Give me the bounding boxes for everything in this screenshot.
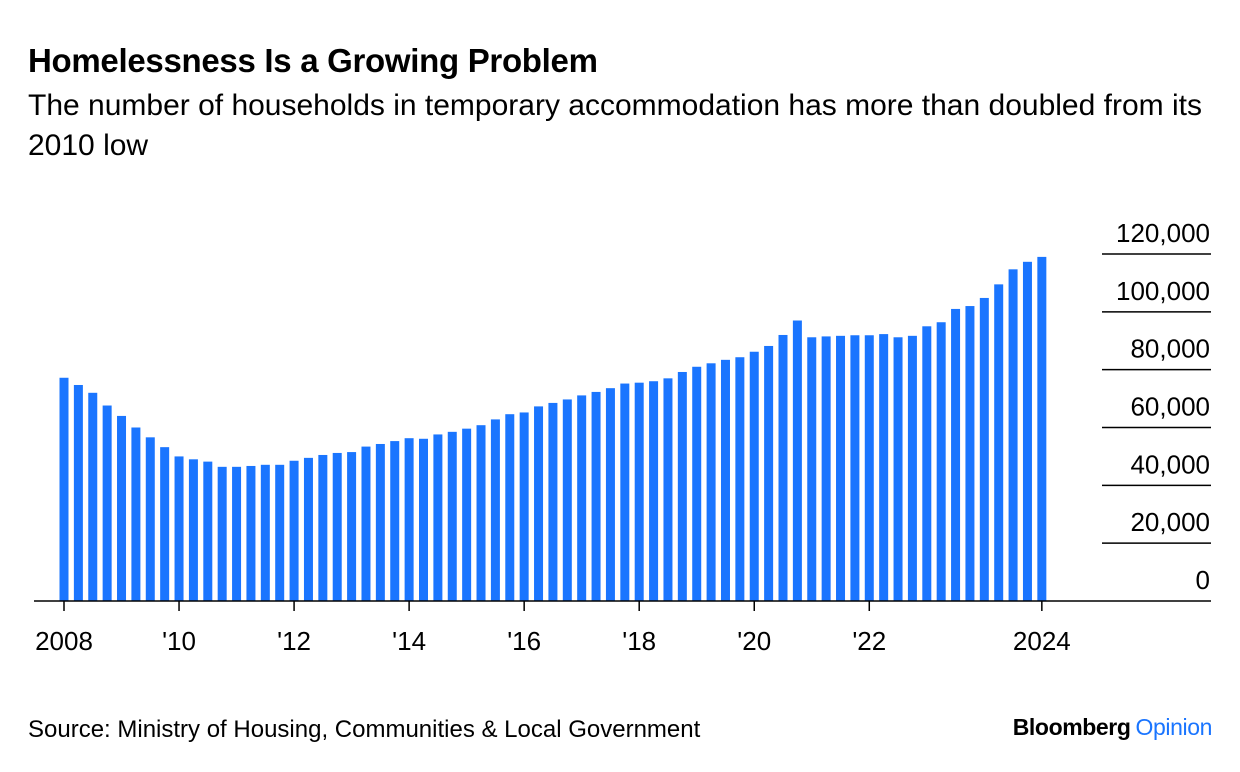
bar: 2022 Q3: 91200 [893, 337, 903, 601]
brand-section: Opinion [1135, 714, 1213, 740]
bar: 2019 Q2: 82200 [706, 363, 716, 601]
bar: 2022 Q2: 92300 [879, 334, 889, 601]
bar: 2010 Q1: 50000 [174, 456, 184, 601]
bar-chart: 2008 Q1: 77200 2008 Q2: 74700 2008 Q3: 720… [34, 218, 1211, 656]
bar: 2012 Q1: 48500 [289, 460, 299, 601]
bar: 2018 Q2: 76000 [649, 381, 659, 601]
bar: 2018 Q1: 75500 [634, 382, 644, 601]
y-tick-label: 80,000 [1130, 334, 1210, 364]
x-tick-label: 2008 [35, 626, 93, 656]
x-tick-label: '16 [507, 626, 541, 656]
bar: 2012 Q3: 50500 [318, 454, 328, 601]
bar: 2022 Q1: 91900 [864, 335, 874, 601]
bar: 2023 Q3: 101000 [951, 308, 961, 601]
source-note: Source: Ministry of Housing, Communities… [28, 716, 701, 743]
bar: 2024 Q1: 104800 [979, 297, 989, 601]
bar: 2019 Q3: 83400 [720, 359, 730, 601]
bar: 2014 Q1: 56300 [404, 438, 414, 601]
bar: 2018 Q4: 79200 [677, 371, 687, 601]
bar: 2014 Q3: 57600 [433, 434, 443, 601]
bar: 2024 Q4: 117300 [1022, 261, 1032, 601]
bar: 2010 Q3: 48200 [203, 461, 213, 601]
x-tick-label: '12 [277, 626, 311, 656]
gridlines [1102, 253, 1211, 544]
bar: 2011 Q4: 47100 [275, 464, 285, 601]
x-tick-label: '10 [162, 626, 196, 656]
bar: 2015 Q4: 64600 [505, 414, 515, 601]
bar: 2024 Q3: 114700 [1008, 269, 1018, 601]
bar: 2016 Q4: 69700 [562, 399, 572, 601]
y-tick-label: 60,000 [1130, 392, 1210, 422]
x-tick-label: '14 [392, 626, 426, 656]
bar: 2010 Q4: 46400 [217, 466, 227, 601]
bar: 2015 Q2: 60800 [476, 425, 486, 601]
bar-series: 2008 Q1: 77200 2008 Q2: 74700 2008 Q3: 720… [59, 256, 1047, 601]
bar: 2019 Q4: 84300 [735, 357, 745, 601]
bar: 2012 Q4: 51200 [332, 452, 342, 601]
bar: 2008 Q4: 67600 [102, 405, 112, 601]
bar: 2009 Q3: 56600 [145, 437, 155, 601]
bar: 2017 Q2: 72300 [591, 391, 601, 601]
bar: 2016 Q3: 68500 [548, 402, 558, 601]
bar: 2018 Q3: 77000 [663, 378, 673, 601]
bar: 2023 Q1: 95000 [922, 326, 932, 601]
bar: 2010 Q2: 49000 [188, 459, 198, 601]
bar: 2021 Q3: 91700 [836, 335, 846, 601]
bar: 2009 Q2: 60000 [131, 427, 141, 601]
bar: 2014 Q4: 58500 [447, 431, 457, 601]
bar: 2025 Q1: 119000 [1037, 256, 1047, 601]
brand-name: Bloomberg [1012, 714, 1131, 740]
bar: 2023 Q4: 102000 [965, 306, 975, 601]
bloomberg-opinion-logo: Bloomberg Opinion [1012, 714, 1213, 741]
bar: 2015 Q1: 59600 [462, 428, 472, 601]
y-tick-label: 120,000 [1116, 218, 1210, 248]
bar: 2016 Q2: 67300 [534, 406, 544, 601]
bar: 2013 Q2: 53400 [361, 446, 371, 601]
bar: 2013 Q1: 51500 [347, 452, 357, 601]
x-tick-label: '18 [622, 626, 656, 656]
bar: 2017 Q4: 75200 [620, 383, 630, 601]
bar: 2015 Q3: 62800 [490, 419, 500, 601]
bar: 2020 Q3: 92000 [778, 334, 788, 601]
bar: 2019 Q1: 81000 [692, 366, 702, 601]
bar: 2009 Q1: 64000 [117, 415, 127, 601]
chart-title: Homelessness Is a Growing Problem [28, 42, 598, 79]
bar: 2016 Q1: 65200 [519, 412, 529, 601]
y-tick-label: 100,000 [1116, 276, 1210, 306]
y-axis-labels: 0 20,000 40,000 60,000 80,000 100,000 120,000 [1116, 218, 1210, 595]
bar: 2021 Q2: 91500 [821, 336, 831, 601]
bar: 2020 Q1: 86200 [749, 351, 759, 601]
bar: 2011 Q2: 46700 [246, 465, 256, 601]
bar: 2011 Q3: 47100 [260, 464, 270, 601]
bar: 2008 Q2: 74700 [73, 384, 83, 601]
x-tick-label: '20 [737, 626, 771, 656]
bar: 2024 Q2: 109500 [994, 284, 1004, 601]
bar: 2023 Q2: 96400 [936, 322, 946, 601]
bar: 2011 Q1: 46400 [232, 466, 242, 601]
bar: 2020 Q4: 97000 [792, 320, 802, 601]
x-tick-label: '22 [852, 626, 886, 656]
y-tick-label: 0 [1196, 565, 1210, 595]
bar: 2009 Q4: 53200 [160, 447, 170, 601]
bar: 2017 Q3: 73600 [605, 388, 615, 601]
bar: 2013 Q4: 55300 [390, 441, 400, 601]
bar: 2008 Q1: 77200 [59, 377, 69, 601]
bar: 2020 Q2: 88200 [764, 345, 774, 601]
x-tick-label: 2024 [1013, 626, 1071, 656]
bar: 2017 Q1: 71100 [577, 395, 587, 601]
bar: 2012 Q2: 49500 [303, 457, 313, 601]
bar: 2014 Q2: 56100 [419, 438, 428, 601]
y-tick-label: 40,000 [1130, 449, 1210, 479]
y-tick-label: 20,000 [1130, 507, 1210, 537]
x-axis: 2008 '10 '12 '14 '16 '18 '20 '22 2024 [34, 600, 1211, 656]
chart-subtitle: The number of households in temporary ac… [28, 89, 1202, 162]
bar: 2021 Q4: 91900 [850, 335, 860, 601]
bar: 2022 Q4: 91700 [907, 335, 917, 601]
bar: 2008 Q3: 72000 [88, 392, 98, 601]
bar: 2021 Q1: 91200 [807, 337, 817, 601]
bar: 2013 Q3: 54300 [375, 443, 385, 601]
